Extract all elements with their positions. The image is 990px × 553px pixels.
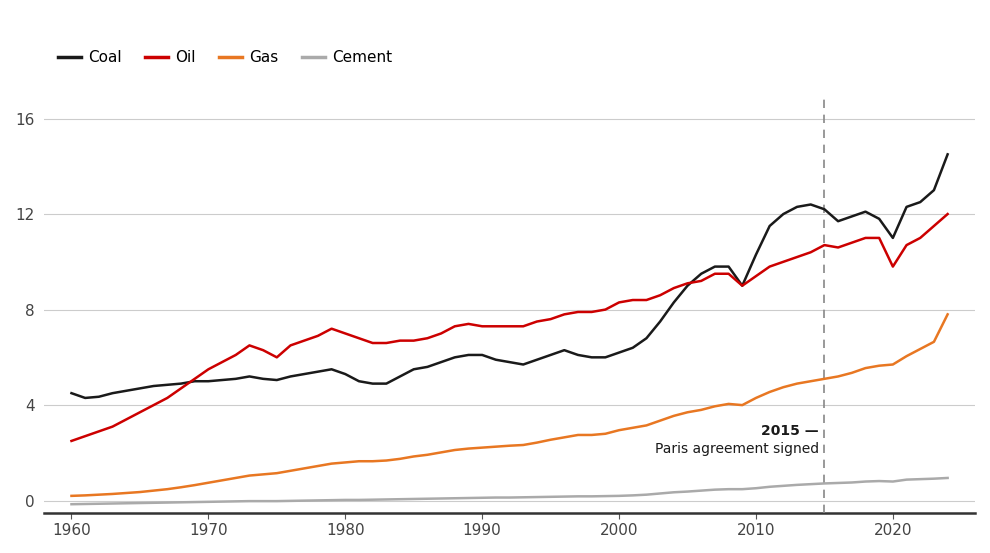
Text: 2015 —: 2015 — xyxy=(761,424,819,439)
Text: Paris agreement signed: Paris agreement signed xyxy=(654,442,819,456)
Legend: Coal, Oil, Gas, Cement: Coal, Oil, Gas, Cement xyxy=(51,44,398,71)
